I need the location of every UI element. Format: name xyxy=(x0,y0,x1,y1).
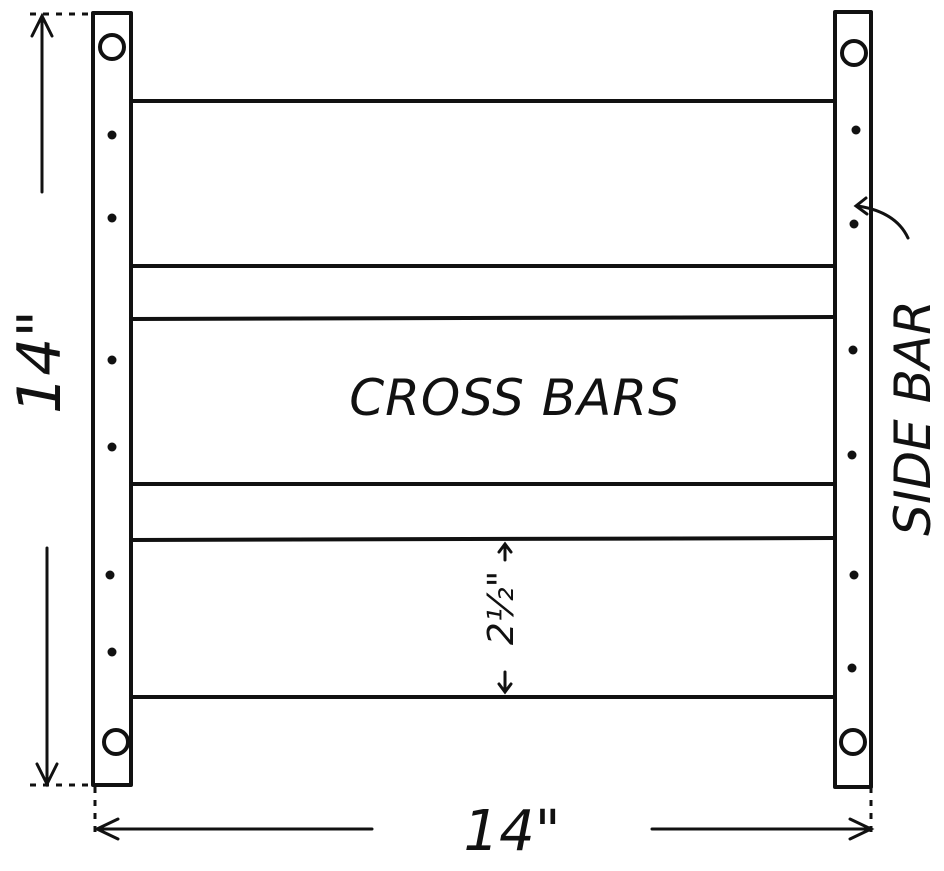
left-side-bar xyxy=(91,11,133,787)
width-dimension: 14" xyxy=(93,787,875,864)
height-dimension: 14" xyxy=(5,12,93,788)
cross-bar-line xyxy=(129,536,837,542)
spacing-dimension: 2½" xyxy=(481,541,522,695)
height-dimension-label: 14" xyxy=(5,310,75,414)
right-bottom-bolt-hole xyxy=(839,728,867,756)
spacing-dimension-label: 2½" xyxy=(481,571,522,645)
side-bar-label: SIDE BAR xyxy=(884,300,942,536)
right-side-bar xyxy=(833,10,873,789)
cross-bars xyxy=(129,99,837,699)
width-dimension-label: 14" xyxy=(463,799,560,864)
cross-bars-label: CROSS BARS xyxy=(349,369,681,427)
right-top-bolt-hole xyxy=(840,39,868,67)
cross-bar-line xyxy=(129,315,837,321)
left-nail-holes xyxy=(105,130,117,657)
side-bar-callout: SIDE BAR xyxy=(853,196,942,536)
right-nail-holes xyxy=(847,125,861,673)
left-bottom-bolt-hole xyxy=(102,728,130,756)
left-top-bolt-hole xyxy=(98,33,126,61)
